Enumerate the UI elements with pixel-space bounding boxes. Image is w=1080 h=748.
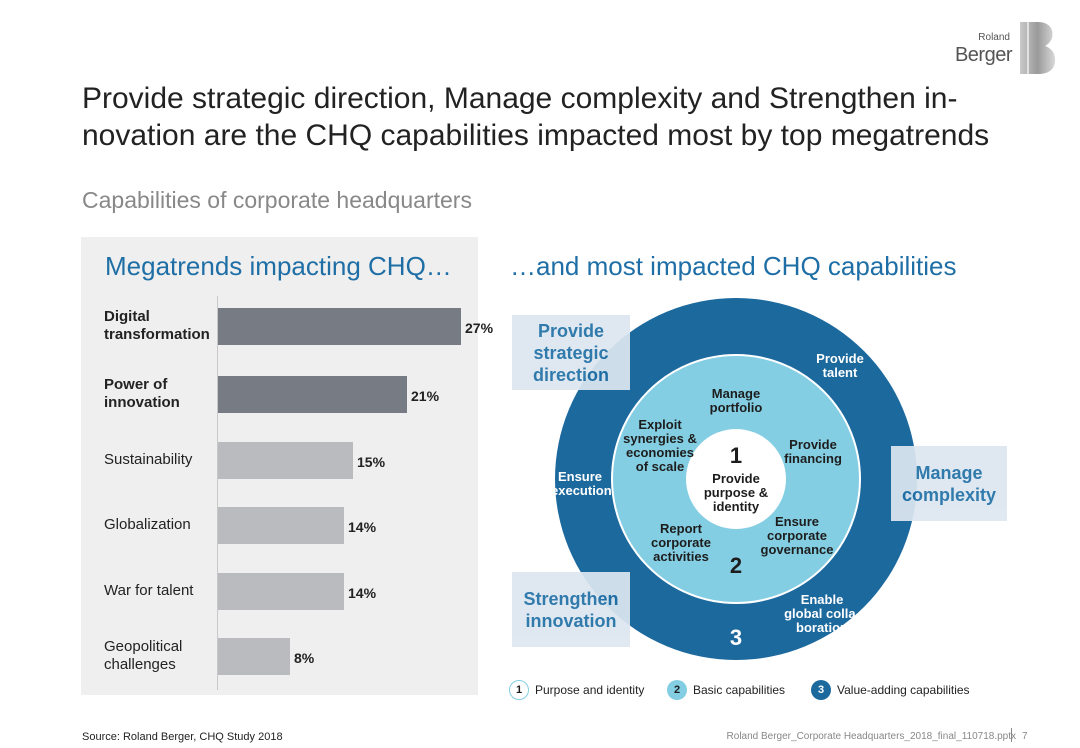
- outer-item-label: Provide talent: [816, 351, 864, 380]
- capabilities-rings: [555, 298, 917, 660]
- bar: [218, 638, 290, 675]
- inner-label: Provide purpose & identity: [703, 471, 769, 514]
- bar: [218, 376, 407, 413]
- logo-b-mark-icon: [1020, 22, 1056, 74]
- bar-value-label: 14%: [348, 585, 377, 601]
- legend-item: 1 Purpose and identity: [509, 679, 644, 701]
- middle-item-label: Provide financing: [784, 437, 842, 466]
- chart-axis-line: [217, 296, 218, 690]
- page-title: Provide strategic direction, Manage comp…: [82, 82, 990, 152]
- logo-text-berger: Berger: [954, 44, 1013, 66]
- middle-item-label: Ensure corporate governance: [760, 514, 834, 557]
- bar-category-label: Globalization: [104, 516, 191, 533]
- source-note: Source: Roland Berger, CHQ Study 2018: [82, 731, 283, 743]
- bar-value-label: 14%: [348, 519, 377, 535]
- outer-number: 3: [729, 625, 743, 650]
- middle-number: 2: [729, 553, 743, 578]
- legend-item: 2 Basic capabilities: [667, 679, 785, 701]
- bar-category-label: Geopolitical challenges: [104, 638, 183, 673]
- page-subtitle: Capabilities of corporate headquarters: [82, 187, 472, 213]
- footer-divider: [1011, 728, 1012, 742]
- bar-value-label: 8%: [294, 650, 315, 666]
- company-logo: Roland Berger: [948, 20, 1058, 76]
- legend-label: Basic capabilities: [693, 683, 786, 697]
- middle-item-label: Exploit synergies & economies of scale: [623, 417, 697, 474]
- legend-item: 3 Value-adding capabilities: [811, 679, 970, 701]
- inner-number: 1: [729, 443, 743, 468]
- logo-text-roland: Roland: [978, 32, 1010, 43]
- bar-value-label: 15%: [357, 454, 386, 470]
- bar-value-label: 27%: [465, 320, 494, 336]
- megatrends-heading: Megatrends impacting CHQ…: [105, 251, 452, 281]
- inner-circle: [686, 429, 786, 529]
- outer-item-label: Ensure execution: [551, 469, 612, 498]
- bar-value-label: 21%: [411, 388, 440, 404]
- callout-manage-complexity: Manage complexity: [891, 446, 1007, 521]
- page-number: 7: [1022, 731, 1028, 742]
- bar-category-label: Sustainability: [104, 451, 193, 468]
- middle-item-label: Manage portfolio: [709, 386, 763, 415]
- legend-badge: 1: [509, 680, 529, 700]
- callout-strengthen-innovation: Strengthen innovation: [512, 572, 630, 647]
- outer-item-label: Enable global colla-boration: [784, 592, 860, 635]
- capabilities-diagram: 1 Provide purpose & identity Manage port…: [551, 298, 917, 660]
- bar-category-label: War for talent: [104, 582, 194, 599]
- legend-label: Purpose and identity: [535, 683, 645, 697]
- bar-category-label: Digital transformation: [104, 308, 210, 343]
- callout-strategic-direction: Provide strategic direction: [512, 315, 630, 390]
- bar-row: Digital transformation 27%: [81, 296, 493, 356]
- bar: [218, 573, 344, 610]
- bar-row: Sustainability 15%: [81, 430, 478, 490]
- bar-row: Geopolitical challenges 8%: [81, 626, 478, 686]
- bar-row: War for talent 14%: [81, 561, 478, 621]
- bar-row: Globalization 14%: [81, 495, 478, 555]
- middle-item-label: Report corporate activities: [651, 521, 711, 564]
- legend-label: Value-adding capabilities: [837, 683, 970, 697]
- footer-filename: Roland Berger_Corporate Headquarters_201…: [726, 731, 1016, 742]
- bar: [218, 308, 461, 345]
- capabilities-heading: …and most impacted CHQ capabilities: [510, 251, 957, 281]
- legend-badge: 2: [667, 680, 687, 700]
- bar-row: Power of innovation 21%: [81, 364, 478, 424]
- legend-badge: 3: [811, 680, 831, 700]
- bar: [218, 442, 353, 479]
- bar: [218, 507, 344, 544]
- bar-category-label: Power of innovation: [104, 376, 180, 411]
